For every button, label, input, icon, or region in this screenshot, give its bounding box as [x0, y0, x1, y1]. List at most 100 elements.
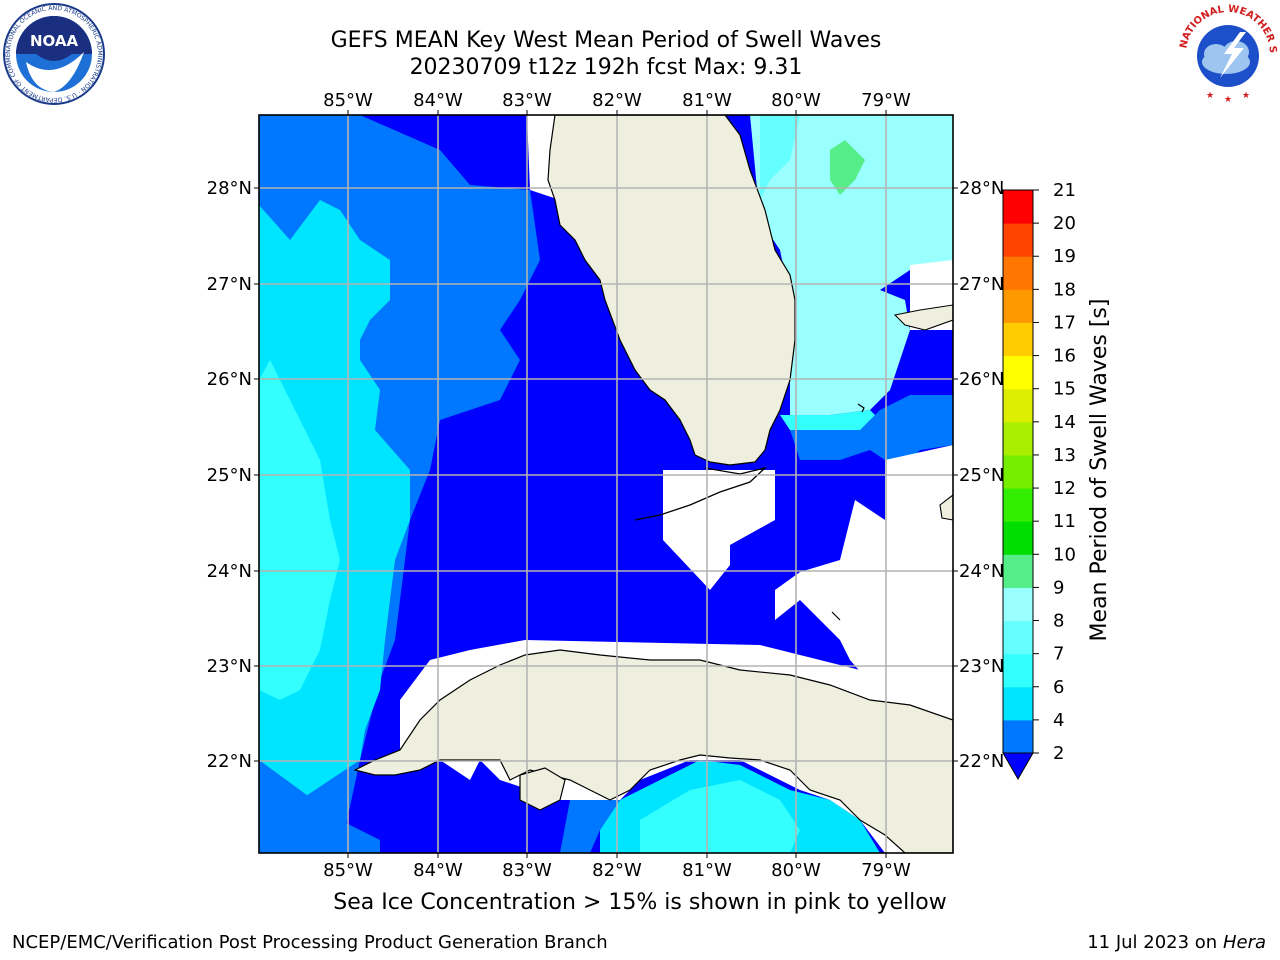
contour-8-9s-east — [790, 290, 910, 415]
lat-label-left: 26°N — [207, 369, 252, 390]
lon-label-top: 83°W — [502, 90, 552, 111]
florida-keys — [634, 466, 768, 521]
contour-2-4s-east — [790, 395, 953, 470]
lat-label-right: 23°N — [959, 656, 1004, 677]
contour-6-7s-east — [780, 410, 880, 430]
lon-label-top: 85°W — [323, 90, 373, 111]
nws-logo: NATIONAL WEATHER SERVICE ★ ★ ★ — [1176, 2, 1278, 105]
nodata-block-1 — [663, 470, 775, 590]
svg-text:★: ★ — [1206, 91, 1214, 101]
lat-label-right: 22°N — [959, 751, 1004, 772]
colorbar-tick-label: 7 — [1053, 644, 1064, 665]
lon-label-bottom: 80°W — [771, 860, 821, 881]
colorbar-tick-label: 11 — [1053, 511, 1076, 532]
colorbar-band — [1003, 388, 1033, 423]
lon-label-top: 82°W — [592, 90, 642, 111]
colorbar-tick-label: 19 — [1053, 246, 1076, 267]
lat-label-left: 23°N — [207, 656, 252, 677]
contour-8-9s-northeast — [750, 115, 953, 300]
colorbar-tick-label: 6 — [1053, 677, 1064, 698]
svg-text:★: ★ — [1242, 91, 1250, 101]
colorbar-label: Mean Period of Swell Waves [s] — [1087, 299, 1112, 642]
colorbar-band — [1003, 620, 1033, 655]
colorbar-band — [1003, 488, 1033, 522]
colorbar-band — [1003, 421, 1033, 456]
bahamas-fragment-4 — [857, 403, 865, 413]
colorbar-band — [1003, 355, 1033, 390]
bahamas-fragment-1 — [893, 304, 953, 331]
lat-label-left: 24°N — [207, 561, 252, 582]
noaa-logo: NATIONAL OCEANIC AND ATMOSPHERIC ADMINIS… — [2, 2, 105, 105]
colorbar-band — [1003, 653, 1033, 688]
colorbar-band — [1003, 521, 1033, 555]
colorbar-band — [1003, 686, 1033, 721]
tick-marks — [254, 110, 958, 858]
sea-ice-note: Sea Ice Concentration > 15% is shown in … — [333, 890, 947, 915]
colorbar: 2 4 6 7 8 9 10 11 12 13 14 15 16 17 18 19 20 21 — [1002, 180, 1076, 781]
footer-producer: NCEP/EMC/Verification Post Processing Pr… — [12, 932, 608, 953]
colorbar-tick-label: 8 — [1053, 611, 1064, 632]
lat-label-right: 28°N — [959, 178, 1004, 199]
footer-date-text: 11 Jul 2023 on — [1087, 932, 1223, 953]
colorbar-tick-label: 21 — [1053, 180, 1076, 201]
lat-label-left: 28°N — [207, 178, 252, 199]
contour-2-4s-south — [560, 790, 620, 853]
colorbar-tick-label: 12 — [1053, 478, 1076, 499]
lat-label-left: 22°N — [207, 751, 252, 772]
cuba-land — [353, 649, 953, 853]
colorbar-tick-label: 4 — [1053, 710, 1064, 731]
footer-date: 11 Jul 2023 on Hera — [1087, 932, 1266, 953]
lon-label-bottom: 85°W — [323, 860, 373, 881]
colorbar-band — [1003, 256, 1033, 290]
isla-juventud — [519, 767, 566, 811]
noaa-logo-text: NOAA — [30, 32, 79, 50]
colorbar-band — [1003, 554, 1033, 588]
lat-label-right: 24°N — [959, 561, 1004, 582]
colorbar-band — [1003, 223, 1033, 257]
colorbar-tick-label: 2 — [1053, 743, 1064, 764]
contour-6-7s-south — [640, 780, 800, 853]
lon-label-bottom: 84°W — [413, 860, 463, 881]
lon-label-bottom: 79°W — [861, 860, 911, 881]
colorbar-band — [1003, 719, 1033, 754]
colorbar-tick-label: 15 — [1053, 379, 1076, 400]
colorbar-tick-label: 9 — [1053, 577, 1064, 598]
lon-label-top: 81°W — [682, 90, 732, 111]
bahamas-fragment-2 — [939, 494, 953, 521]
lat-label-right: 26°N — [959, 369, 1004, 390]
contour-2-4s-southwest — [259, 760, 380, 853]
contour-7-8s-northeast — [760, 115, 800, 200]
lat-label-left: 25°N — [207, 465, 252, 486]
lon-label-bottom: 83°W — [502, 860, 552, 881]
colorbar-tick-label: 18 — [1053, 279, 1076, 300]
contour-6-7s-west — [259, 360, 340, 700]
svg-text:★: ★ — [1224, 95, 1232, 105]
chart-subtitle: 20230709 t12z 192h fcst Max: 9.31 — [409, 55, 803, 80]
colorbar-band — [1003, 587, 1033, 622]
colorbar-tick-label: 13 — [1053, 445, 1076, 466]
colorbar-band — [1003, 289, 1033, 323]
colorbar-extend-triangle — [1002, 752, 1034, 781]
colorbar-tick-label: 20 — [1053, 213, 1076, 234]
colorbar-band — [1003, 454, 1033, 489]
lon-label-top: 84°W — [413, 90, 463, 111]
colorbar-band — [1003, 190, 1033, 224]
lat-label-left: 27°N — [207, 274, 252, 295]
lon-label-bottom: 82°W — [592, 860, 642, 881]
colorbar-tick-label: 14 — [1053, 412, 1076, 433]
colorbar-tick-label: 16 — [1053, 346, 1076, 367]
map-frame — [258, 114, 954, 854]
lat-label-right: 27°N — [959, 274, 1004, 295]
graticule — [259, 115, 953, 853]
lon-label-top: 80°W — [771, 90, 821, 111]
bahamas-fragment-3 — [831, 611, 841, 621]
colorbar-tick-label: 17 — [1053, 312, 1076, 333]
colorbar-band — [1003, 322, 1033, 357]
lon-label-bottom: 81°W — [682, 860, 732, 881]
colorbar-frame — [1002, 189, 1034, 754]
footer-machine: Hera — [1222, 932, 1266, 953]
lat-label-right: 25°N — [959, 465, 1004, 486]
colorbar-tick-label: 10 — [1053, 544, 1076, 565]
